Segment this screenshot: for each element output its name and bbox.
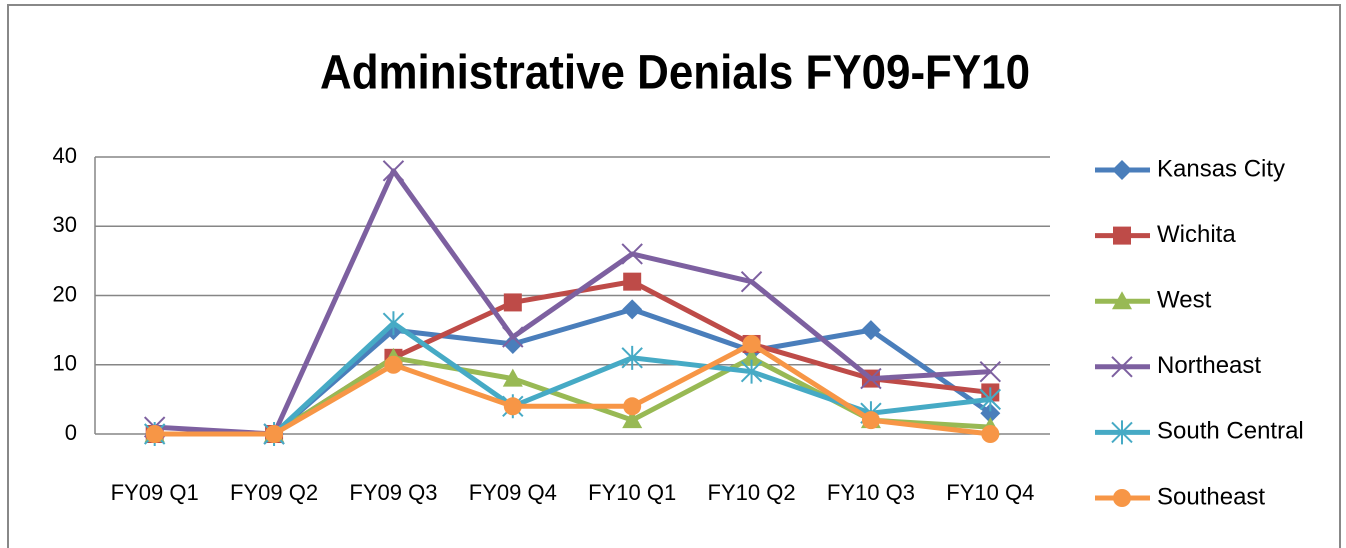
x-tick-label: FY09 Q1: [111, 480, 199, 505]
marker: [740, 359, 763, 384]
marker: [384, 355, 403, 374]
marker: [1113, 489, 1131, 507]
x-tick-label: FY09 Q2: [230, 480, 318, 505]
marker: [382, 160, 405, 182]
marker: [741, 347, 762, 366]
marker: [503, 397, 522, 416]
y-tick-label: 40: [53, 143, 77, 168]
legend-label: West: [1157, 287, 1212, 314]
y-tick-label: 20: [53, 281, 77, 306]
legend-label: Northeast: [1157, 352, 1261, 379]
marker: [1111, 420, 1133, 445]
marker: [621, 243, 643, 265]
marker: [980, 403, 1001, 424]
x-tick-label: FY09 Q4: [469, 480, 557, 505]
series-line: [154, 168, 991, 437]
marker: [265, 425, 284, 443]
x-tick-label: FY10 Q2: [708, 480, 796, 505]
marker: [145, 425, 164, 443]
marker: [502, 326, 524, 348]
marker: [742, 334, 761, 353]
marker: [623, 272, 642, 291]
marker: [1111, 356, 1133, 378]
marker: [979, 360, 1002, 383]
series-line: [154, 341, 991, 437]
chart-title: Administrative Denials FY09-FY10: [320, 47, 1030, 100]
y-tick-label: 10: [53, 351, 77, 376]
marker: [861, 411, 880, 430]
marker: [1112, 291, 1132, 310]
marker: [860, 320, 881, 341]
marker: [622, 410, 643, 429]
marker: [503, 293, 522, 312]
x-tick-label: FY10 Q1: [588, 480, 676, 505]
marker: [1112, 160, 1132, 180]
marker: [502, 333, 523, 354]
marker: [621, 345, 643, 370]
marker: [382, 311, 405, 336]
marker: [1113, 226, 1131, 245]
marker: [623, 397, 642, 416]
legend-label: Southeast: [1157, 483, 1265, 510]
marker: [622, 299, 643, 320]
marker: [860, 367, 882, 390]
x-tick-label: FY09 Q3: [349, 480, 437, 505]
x-tick-label: FY10 Q3: [827, 480, 915, 505]
y-tick-label: 30: [53, 212, 77, 237]
legend-label: South Central: [1157, 418, 1304, 445]
marker: [740, 270, 763, 293]
chart-frame: [7, 4, 1341, 548]
marker: [981, 425, 1000, 443]
y-tick-label: 0: [65, 420, 77, 445]
marker: [502, 368, 523, 387]
marker: [979, 387, 1002, 412]
legend-label: Kansas City: [1157, 155, 1285, 182]
x-tick-label: FY10 Q4: [946, 480, 1034, 505]
legend-label: Wichita: [1157, 221, 1236, 248]
